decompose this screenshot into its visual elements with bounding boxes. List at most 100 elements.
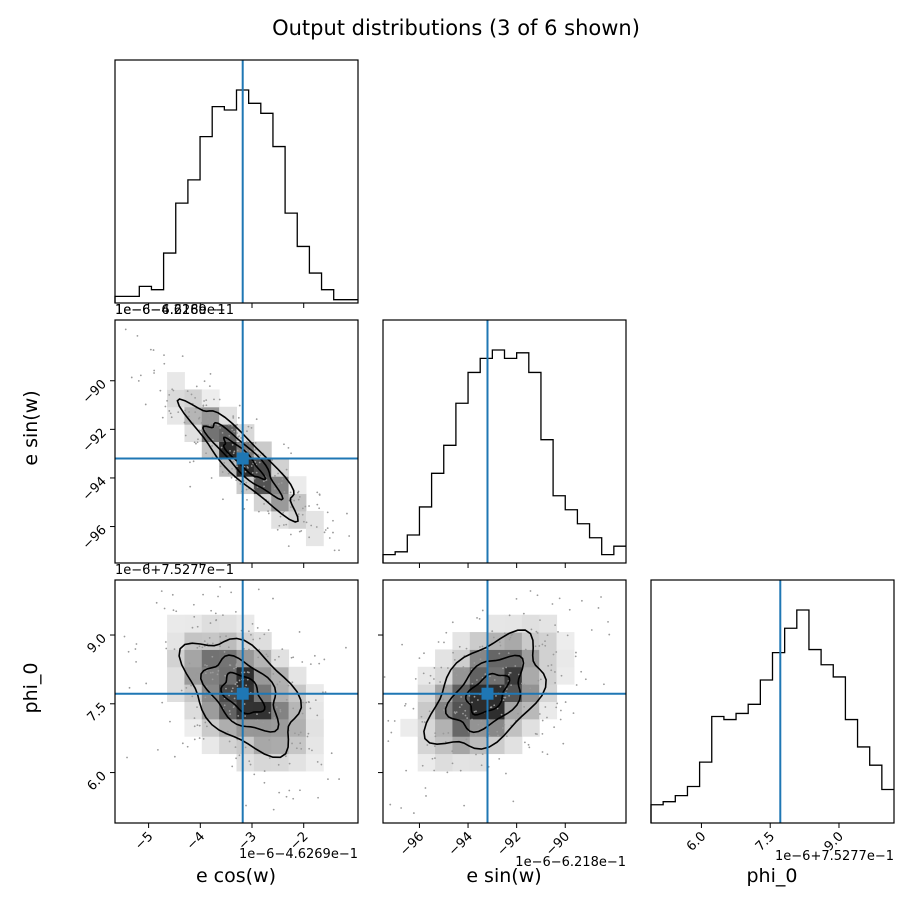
scatter-point bbox=[198, 724, 201, 727]
scatter-point bbox=[240, 437, 243, 439]
xlabel-esinw: e sin(w) bbox=[466, 865, 541, 887]
scatter-point bbox=[434, 735, 437, 738]
scatter-point bbox=[442, 732, 445, 735]
offset-label-ecosw-hist: 1e−6−4.6269e−1 bbox=[115, 303, 234, 318]
scatter-point bbox=[264, 681, 267, 684]
offset-label-phi0-y: 1e−6+7.5277e−1 bbox=[115, 563, 234, 578]
scatter-point bbox=[238, 679, 241, 682]
density-cell bbox=[305, 753, 324, 772]
scatter-point bbox=[193, 738, 196, 741]
scatter-point bbox=[517, 712, 519, 715]
density-cell bbox=[539, 632, 558, 650]
scatter-point bbox=[265, 479, 268, 481]
x-tick-label-esinw: −96 bbox=[397, 829, 427, 859]
scatter-point bbox=[508, 614, 511, 617]
scatter-point bbox=[248, 760, 251, 763]
y-tick-label-phi0: 7.5 bbox=[85, 700, 110, 725]
scatter-point bbox=[204, 672, 207, 675]
scatter-point bbox=[209, 671, 212, 674]
scatter-point bbox=[554, 681, 557, 684]
scatter-point bbox=[503, 723, 506, 726]
density-cell bbox=[167, 406, 185, 425]
scatter-point bbox=[507, 673, 510, 676]
scatter-point bbox=[204, 696, 207, 699]
scatter-point bbox=[500, 713, 503, 716]
scatter-point bbox=[316, 491, 319, 494]
scatter-point bbox=[552, 653, 555, 656]
scatter-point bbox=[318, 662, 321, 665]
density-cell bbox=[201, 649, 220, 668]
scatter-point bbox=[575, 651, 577, 654]
scatter-point bbox=[168, 394, 171, 396]
density-cell bbox=[504, 614, 523, 633]
scatter-point bbox=[128, 686, 131, 689]
contour-line bbox=[222, 436, 267, 481]
scatter-point bbox=[258, 637, 261, 640]
scatter-point bbox=[267, 512, 270, 515]
scatter-point bbox=[447, 732, 450, 734]
scatter-point bbox=[324, 691, 327, 693]
scatter-point bbox=[541, 751, 544, 753]
scatter-point bbox=[453, 711, 456, 714]
scatter-point bbox=[443, 641, 445, 644]
panel-frame-ecosw-ecosw bbox=[114, 59, 359, 304]
scatter-point bbox=[164, 405, 167, 408]
scatter-point bbox=[195, 442, 197, 445]
scatter-point bbox=[458, 706, 461, 709]
scatter-point bbox=[189, 461, 191, 464]
scatter-point bbox=[145, 682, 148, 685]
scatter-point bbox=[152, 349, 155, 351]
scatter-point bbox=[497, 734, 499, 737]
scatter-point bbox=[228, 664, 231, 666]
density-cell bbox=[271, 649, 290, 668]
density-cell bbox=[504, 649, 523, 668]
scatter-point bbox=[421, 764, 424, 767]
scatter-point bbox=[181, 742, 184, 745]
scatter-point bbox=[489, 675, 491, 678]
scatter-point bbox=[535, 651, 538, 653]
scatter-point bbox=[223, 704, 226, 707]
y-tick-label-esinw: −92 bbox=[80, 426, 110, 456]
scatter-point bbox=[299, 789, 301, 792]
scatter-point bbox=[285, 698, 288, 701]
scatter-point bbox=[574, 655, 577, 658]
scatter-point bbox=[401, 643, 403, 646]
density-cell bbox=[184, 424, 203, 442]
scatter-point bbox=[203, 640, 206, 643]
scatter-point bbox=[496, 730, 499, 733]
scatter-point bbox=[221, 471, 224, 473]
scatter-point bbox=[505, 772, 507, 775]
scatter-point bbox=[293, 499, 296, 502]
density-cell bbox=[504, 632, 523, 650]
scatter-point bbox=[455, 711, 458, 714]
scatter-point bbox=[276, 683, 279, 686]
density-cell bbox=[201, 406, 220, 425]
scatter-point bbox=[211, 438, 214, 441]
scatter-point bbox=[290, 452, 292, 455]
scatter-point bbox=[348, 535, 351, 537]
scatter-point bbox=[243, 508, 246, 510]
scatter-point bbox=[468, 694, 471, 697]
scatter-point bbox=[184, 434, 187, 437]
density-cell bbox=[288, 753, 307, 772]
offset-label-esinw-x: 1e−6−6.218e−1 bbox=[515, 855, 626, 870]
scatter-point bbox=[247, 660, 250, 662]
scatter-point bbox=[190, 393, 193, 396]
scatter-point bbox=[124, 328, 127, 331]
scatter-point bbox=[332, 519, 334, 522]
scatter-point bbox=[535, 630, 538, 633]
density-cell bbox=[400, 718, 419, 737]
scatter-point bbox=[277, 763, 280, 766]
scatter-point bbox=[231, 687, 234, 690]
density-cell bbox=[201, 701, 220, 720]
scatter-point bbox=[536, 733, 538, 735]
scatter-point bbox=[272, 808, 275, 811]
scatter-point bbox=[188, 411, 190, 413]
density-cell bbox=[521, 666, 540, 685]
scatter-point bbox=[256, 627, 259, 629]
density-cell bbox=[504, 736, 523, 755]
scatter-point bbox=[297, 498, 300, 501]
scatter-point bbox=[205, 452, 207, 455]
scatter-point bbox=[533, 658, 536, 661]
scatter-point bbox=[568, 608, 571, 611]
